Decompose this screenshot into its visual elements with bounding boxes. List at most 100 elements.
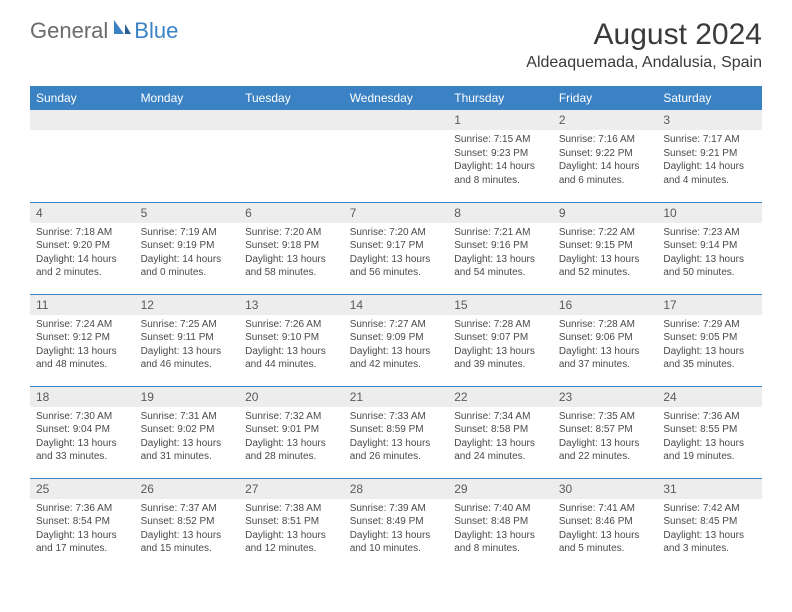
day-number: 14	[344, 295, 449, 315]
day-info: Sunrise: 7:30 AMSunset: 9:04 PMDaylight:…	[30, 407, 135, 468]
empty-day-number	[30, 110, 135, 130]
sunrise-text: Sunrise: 7:28 AM	[559, 318, 652, 332]
sunrise-text: Sunrise: 7:29 AM	[663, 318, 756, 332]
day-info: Sunrise: 7:22 AMSunset: 9:15 PMDaylight:…	[553, 223, 658, 284]
day-cell: 18Sunrise: 7:30 AMSunset: 9:04 PMDayligh…	[30, 386, 135, 478]
day-cell: 2Sunrise: 7:16 AMSunset: 9:22 PMDaylight…	[553, 110, 658, 202]
daylight-text: Daylight: 13 hours and 5 minutes.	[559, 529, 652, 556]
day-cell	[30, 110, 135, 202]
day-number: 2	[553, 110, 658, 130]
day-cell: 29Sunrise: 7:40 AMSunset: 8:48 PMDayligh…	[448, 478, 553, 570]
day-number: 19	[135, 387, 240, 407]
sunrise-text: Sunrise: 7:22 AM	[559, 226, 652, 240]
day-number: 3	[657, 110, 762, 130]
sunset-text: Sunset: 9:05 PM	[663, 331, 756, 345]
sunrise-text: Sunrise: 7:30 AM	[36, 410, 129, 424]
daylight-text: Daylight: 14 hours and 2 minutes.	[36, 253, 129, 280]
day-number: 22	[448, 387, 553, 407]
day-cell	[135, 110, 240, 202]
day-cell	[344, 110, 449, 202]
day-number: 8	[448, 203, 553, 223]
day-info: Sunrise: 7:16 AMSunset: 9:22 PMDaylight:…	[553, 130, 658, 191]
sunrise-text: Sunrise: 7:31 AM	[141, 410, 234, 424]
day-number: 26	[135, 479, 240, 499]
day-cell: 27Sunrise: 7:38 AMSunset: 8:51 PMDayligh…	[239, 478, 344, 570]
daylight-text: Daylight: 13 hours and 46 minutes.	[141, 345, 234, 372]
day-info: Sunrise: 7:27 AMSunset: 9:09 PMDaylight:…	[344, 315, 449, 376]
empty-day-number	[239, 110, 344, 130]
day-cell: 28Sunrise: 7:39 AMSunset: 8:49 PMDayligh…	[344, 478, 449, 570]
weekday-header: Thursday	[448, 86, 553, 110]
sunset-text: Sunset: 8:48 PM	[454, 515, 547, 529]
sunrise-text: Sunrise: 7:25 AM	[141, 318, 234, 332]
daylight-text: Daylight: 13 hours and 50 minutes.	[663, 253, 756, 280]
day-number: 11	[30, 295, 135, 315]
sunset-text: Sunset: 8:51 PM	[245, 515, 338, 529]
day-info: Sunrise: 7:41 AMSunset: 8:46 PMDaylight:…	[553, 499, 658, 560]
weekday-header: Friday	[553, 86, 658, 110]
sunset-text: Sunset: 8:54 PM	[36, 515, 129, 529]
weekday-header: Monday	[135, 86, 240, 110]
sunset-text: Sunset: 9:02 PM	[141, 423, 234, 437]
day-info: Sunrise: 7:34 AMSunset: 8:58 PMDaylight:…	[448, 407, 553, 468]
sunset-text: Sunset: 9:16 PM	[454, 239, 547, 253]
day-cell: 6Sunrise: 7:20 AMSunset: 9:18 PMDaylight…	[239, 202, 344, 294]
day-number: 21	[344, 387, 449, 407]
daylight-text: Daylight: 13 hours and 37 minutes.	[559, 345, 652, 372]
day-cell: 31Sunrise: 7:42 AMSunset: 8:45 PMDayligh…	[657, 478, 762, 570]
day-number: 6	[239, 203, 344, 223]
sunrise-text: Sunrise: 7:27 AM	[350, 318, 443, 332]
daylight-text: Daylight: 13 hours and 42 minutes.	[350, 345, 443, 372]
day-cell: 19 Sunrise: 7:31 AMSunset: 9:02 PMDayligh…	[135, 386, 240, 478]
day-cell: 10Sunrise: 7:23 AMSunset: 9:14 PMDayligh…	[657, 202, 762, 294]
sunset-text: Sunset: 9:11 PM	[141, 331, 234, 345]
day-number: 29	[448, 479, 553, 499]
daylight-text: Daylight: 13 hours and 52 minutes.	[559, 253, 652, 280]
sunset-text: Sunset: 9:09 PM	[350, 331, 443, 345]
sunrise-text: Sunrise: 7:41 AM	[559, 502, 652, 516]
daylight-text: Daylight: 14 hours and 6 minutes.	[559, 160, 652, 187]
weekday-header: Saturday	[657, 86, 762, 110]
day-info: Sunrise: 7:21 AMSunset: 9:16 PMDaylight:…	[448, 223, 553, 284]
daylight-text: Daylight: 13 hours and 35 minutes.	[663, 345, 756, 372]
sunrise-text: Sunrise: 7:15 AM	[454, 133, 547, 147]
sunrise-text: Sunrise: 7:28 AM	[454, 318, 547, 332]
day-cell: 3Sunrise: 7:17 AMSunset: 9:21 PMDaylight…	[657, 110, 762, 202]
daylight-text: Daylight: 13 hours and 31 minutes.	[141, 437, 234, 464]
day-cell: 20Sunrise: 7:32 AMSunset: 9:01 PMDayligh…	[239, 386, 344, 478]
day-info: Sunrise: 7:36 AMSunset: 8:54 PMDaylight:…	[30, 499, 135, 560]
day-info: Sunrise: 7:23 AMSunset: 9:14 PMDaylight:…	[657, 223, 762, 284]
day-number: 23	[553, 387, 658, 407]
daylight-text: Daylight: 14 hours and 4 minutes.	[663, 160, 756, 187]
day-number: 12	[135, 295, 240, 315]
month-title: August 2024	[526, 18, 762, 52]
day-number: 24	[657, 387, 762, 407]
daylight-text: Daylight: 13 hours and 54 minutes.	[454, 253, 547, 280]
daylight-text: Daylight: 13 hours and 15 minutes.	[141, 529, 234, 556]
sunrise-text: Sunrise: 7:20 AM	[245, 226, 338, 240]
day-info: Sunrise: 7:19 AMSunset: 9:19 PMDaylight:…	[135, 223, 240, 284]
day-info: Sunrise: 7:18 AMSunset: 9:20 PMDaylight:…	[30, 223, 135, 284]
empty-day-number	[344, 110, 449, 130]
daylight-text: Daylight: 13 hours and 48 minutes.	[36, 345, 129, 372]
empty-day-number	[135, 110, 240, 130]
sunset-text: Sunset: 9:15 PM	[559, 239, 652, 253]
sunset-text: Sunset: 9:23 PM	[454, 147, 547, 161]
daylight-text: Daylight: 13 hours and 19 minutes.	[663, 437, 756, 464]
sunrise-text: Sunrise: 7:32 AM	[245, 410, 338, 424]
daylight-text: Daylight: 13 hours and 17 minutes.	[36, 529, 129, 556]
day-info: Sunrise: 7:20 AMSunset: 9:17 PMDaylight:…	[344, 223, 449, 284]
day-info: Sunrise: 7:15 AMSunset: 9:23 PMDaylight:…	[448, 130, 553, 191]
weekday-header: Tuesday	[239, 86, 344, 110]
day-number: 7	[344, 203, 449, 223]
day-cell: 9Sunrise: 7:22 AMSunset: 9:15 PMDaylight…	[553, 202, 658, 294]
day-cell: 5Sunrise: 7:19 AMSunset: 9:19 PMDaylight…	[135, 202, 240, 294]
sunset-text: Sunset: 9:20 PM	[36, 239, 129, 253]
sunset-text: Sunset: 8:58 PM	[454, 423, 547, 437]
title-block: August 2024 Aldeaquemada, Andalusia, Spa…	[526, 18, 762, 72]
day-number: 20	[239, 387, 344, 407]
daylight-text: Daylight: 13 hours and 39 minutes.	[454, 345, 547, 372]
weekday-header: Wednesday	[344, 86, 449, 110]
day-info: Sunrise: 7:36 AMSunset: 8:55 PMDaylight:…	[657, 407, 762, 468]
sunrise-text: Sunrise: 7:24 AM	[36, 318, 129, 332]
